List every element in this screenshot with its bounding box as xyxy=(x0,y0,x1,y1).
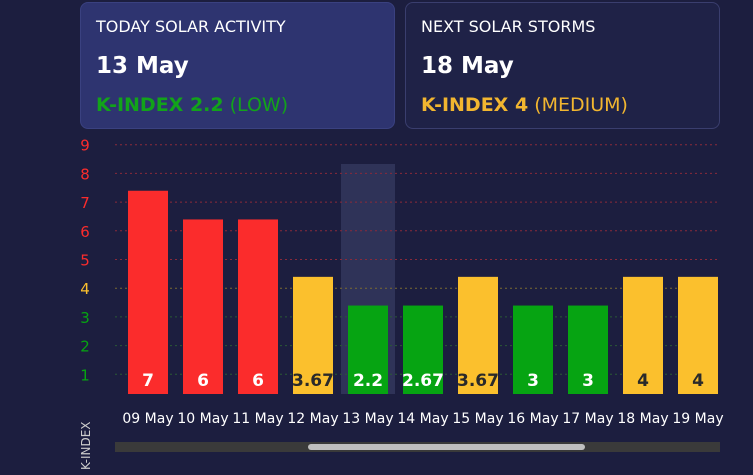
x-tick-label: 15 May xyxy=(452,411,503,427)
bar[interactable] xyxy=(238,219,278,394)
today-activity-card: TODAY SOLAR ACTIVITY 13 May K-INDEX 2.2 … xyxy=(80,2,395,129)
y-tick-label: 3 xyxy=(80,309,90,327)
bar[interactable] xyxy=(623,276,663,394)
x-tick-label: 13 May xyxy=(342,411,393,427)
next-card-date: 18 May xyxy=(421,53,514,79)
bar[interactable] xyxy=(403,305,443,394)
next-k-index-value: K-INDEX 4 xyxy=(421,94,529,116)
today-card-date: 13 May xyxy=(96,53,189,79)
bar-value-label: 3.67 xyxy=(292,371,334,391)
bar-value-label: 6 xyxy=(197,371,209,391)
x-tick-label: 11 May xyxy=(232,411,283,427)
y-tick-label: 9 xyxy=(80,137,90,155)
bar-value-label: 4 xyxy=(692,371,704,391)
bar[interactable] xyxy=(293,276,333,394)
y-axis-label: K-INDEX xyxy=(79,422,93,471)
y-tick-label: 6 xyxy=(80,223,90,241)
bar[interactable] xyxy=(348,305,388,394)
x-tick-label: 17 May xyxy=(562,411,613,427)
today-k-index: K-INDEX 2.2 (LOW) xyxy=(96,93,379,117)
y-tick-label: 7 xyxy=(80,194,90,212)
bar[interactable] xyxy=(183,219,223,394)
y-tick-label: 5 xyxy=(80,252,90,270)
x-tick-label: 14 May xyxy=(397,411,448,427)
today-k-index-level: (LOW) xyxy=(223,94,289,116)
bar-value-label: 6 xyxy=(252,371,264,391)
bar-value-label: 4 xyxy=(637,371,649,391)
next-k-index: K-INDEX 4 (MEDIUM) xyxy=(421,93,704,117)
bar[interactable] xyxy=(568,305,608,394)
bar-value-label: 3 xyxy=(527,371,539,391)
x-tick-label: 12 May xyxy=(287,411,338,427)
y-tick-label: 1 xyxy=(80,366,90,384)
bar[interactable] xyxy=(128,190,168,394)
y-tick-label: 4 xyxy=(80,280,90,298)
next-card-label: NEXT SOLAR STORMS xyxy=(421,17,596,36)
x-tick-label: 18 May xyxy=(617,411,668,427)
x-tick-label: 16 May xyxy=(507,411,558,427)
next-storm-card: NEXT SOLAR STORMS 18 May K-INDEX 4 (MEDI… xyxy=(405,2,720,129)
today-k-index-value: K-INDEX 2.2 xyxy=(96,94,224,116)
bar-value-label: 2.67 xyxy=(402,371,444,391)
x-tick-label: 10 May xyxy=(177,411,228,427)
y-tick-label: 8 xyxy=(80,165,90,183)
bar-value-label: 2.2 xyxy=(353,371,383,391)
bar[interactable] xyxy=(513,305,553,394)
y-tick-label: 2 xyxy=(80,338,90,356)
x-tick-label: 09 May xyxy=(122,411,173,427)
next-k-index-level: (MEDIUM) xyxy=(528,94,628,116)
bar[interactable] xyxy=(678,276,718,394)
bar-value-label: 3.67 xyxy=(457,371,499,391)
bar-value-label: 7 xyxy=(142,371,154,391)
x-tick-label: 19 May xyxy=(672,411,723,427)
bar[interactable] xyxy=(458,276,498,394)
bar-value-label: 3 xyxy=(582,371,594,391)
today-card-label: TODAY SOLAR ACTIVITY xyxy=(96,17,286,36)
scrollbar-thumb[interactable] xyxy=(308,444,585,450)
